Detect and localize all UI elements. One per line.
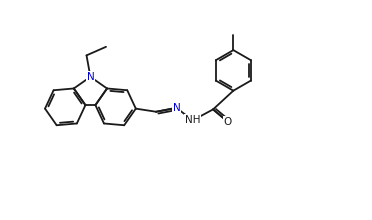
Text: N: N <box>173 103 180 113</box>
Text: O: O <box>224 117 232 127</box>
Text: N: N <box>87 72 94 82</box>
Text: NH: NH <box>185 115 201 125</box>
